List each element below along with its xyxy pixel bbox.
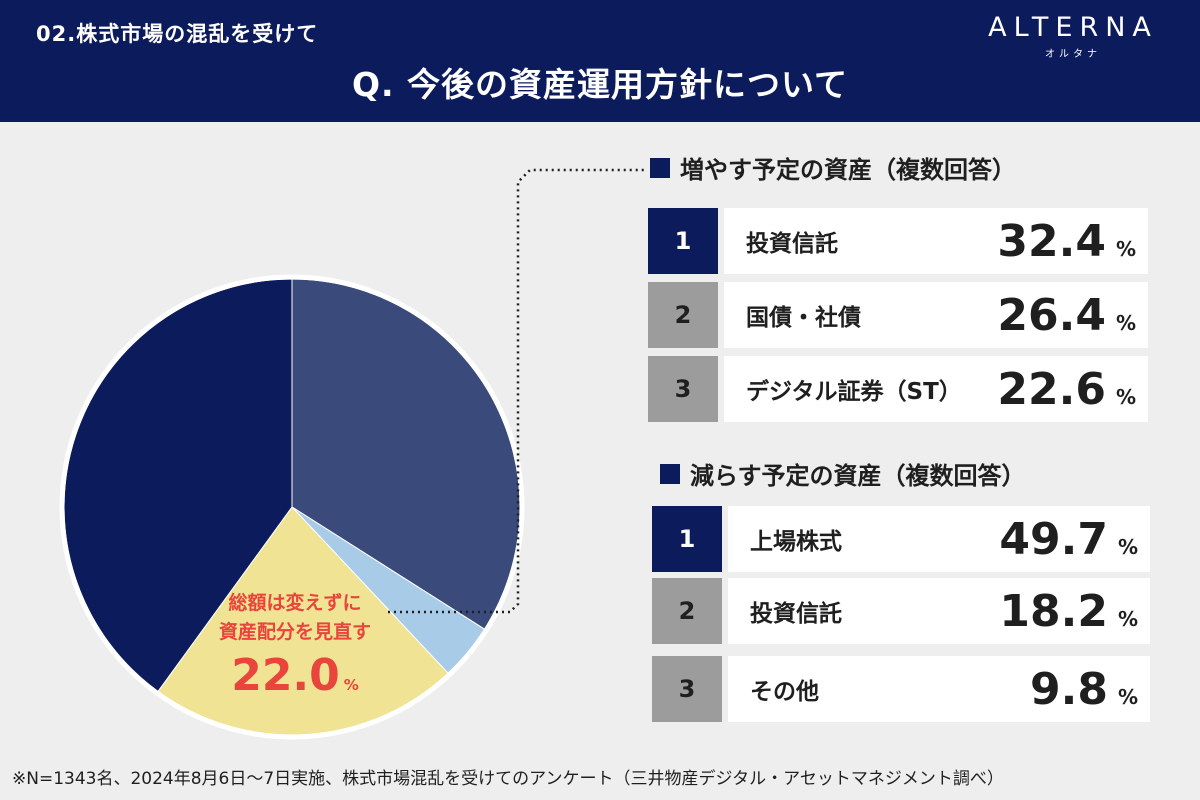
pie-annotation-unit: %	[343, 676, 359, 694]
title-square-icon	[650, 157, 670, 178]
pie-annotation-value: 22.0	[231, 650, 340, 701]
increase-title: 増やす予定の資産（複数回答）	[650, 150, 1016, 185]
item-value-group: 26.4%	[997, 290, 1136, 341]
section-label: 02.株式市場の混乱を受けて	[36, 22, 319, 46]
row-body: その他 9.8%	[728, 656, 1150, 722]
pie-slices	[59, 274, 525, 740]
row-body: 投資信託 32.4%	[724, 208, 1148, 274]
rank-badge: 1	[648, 208, 718, 274]
increase-row-1: 1 投資信託 32.4%	[648, 208, 1148, 274]
item-value: 22.6	[997, 363, 1106, 415]
logo-katakana: オルタナ	[1045, 49, 1101, 60]
decrease-title: 減らす予定の資産（複数回答）	[660, 456, 1026, 491]
rank-badge: 1	[652, 506, 722, 572]
row-body: 上場株式 49.7%	[728, 506, 1150, 572]
item-label: 投資信託	[750, 601, 842, 627]
row-body: 投資信託 18.2%	[728, 578, 1150, 644]
logo-wordmark: ALTERNA	[988, 12, 1158, 43]
item-value: 49.7	[999, 513, 1108, 565]
item-value-group: 22.6%	[997, 364, 1136, 415]
pie-chart	[59, 168, 645, 740]
item-label: その他	[750, 679, 819, 705]
pie-annotation-line2: 資産配分を見直す	[218, 621, 371, 643]
decrease-row-1: 1 上場株式 49.7%	[652, 506, 1150, 572]
pie-annotation-line1: 総額は変えずに	[228, 592, 362, 614]
increase-row-2: 2 国債・社債 26.4%	[648, 282, 1148, 348]
item-unit: %	[1115, 384, 1136, 409]
pie-annotation-value-group: 22.0%	[190, 650, 400, 701]
item-label: デジタル証券（ST）	[746, 379, 962, 405]
item-label: 上場株式	[750, 529, 842, 555]
item-value-group: 49.7%	[999, 514, 1138, 565]
item-label: 国債・社債	[746, 305, 861, 331]
item-value-group: 9.8%	[1030, 664, 1138, 715]
brand-logo: ALTERNA オルタナ	[968, 12, 1178, 60]
item-label: 投資信託	[746, 231, 838, 257]
rank-badge: 2	[648, 282, 718, 348]
title-square-icon	[660, 463, 680, 484]
item-unit: %	[1117, 684, 1138, 709]
item-value-group: 32.4%	[997, 216, 1136, 267]
item-unit: %	[1115, 310, 1136, 335]
item-unit: %	[1117, 606, 1138, 631]
item-unit: %	[1117, 534, 1138, 559]
increase-row-3: 3 デジタル証券（ST） 22.6%	[648, 356, 1148, 422]
decrease-title-text: 減らす予定の資産（複数回答）	[690, 462, 1026, 490]
item-value: 32.4	[997, 215, 1106, 267]
rank-badge: 3	[652, 656, 722, 722]
item-value-group: 18.2%	[999, 586, 1138, 637]
rank-badge: 2	[652, 578, 722, 644]
item-value: 18.2	[999, 585, 1108, 637]
item-unit: %	[1115, 236, 1136, 261]
row-body: デジタル証券（ST） 22.6%	[724, 356, 1148, 422]
rank-badge: 3	[648, 356, 718, 422]
item-value: 9.8	[1030, 663, 1108, 715]
page-title: Q. 今後の資産運用方針について	[351, 65, 849, 104]
footnote: ※N=1343名、2024年8月6日〜7日実施、株式市場混乱を受けてのアンケート…	[12, 769, 1004, 789]
decrease-row-2: 2 投資信託 18.2%	[652, 578, 1150, 644]
decrease-row-3: 3 その他 9.8%	[652, 656, 1150, 722]
header-banner: 02.株式市場の混乱を受けて Q. 今後の資産運用方針について ALTERNA …	[0, 0, 1200, 122]
increase-title-text: 増やす予定の資産（複数回答）	[680, 156, 1016, 184]
row-body: 国債・社債 26.4%	[724, 282, 1148, 348]
item-value: 26.4	[997, 289, 1106, 341]
pie-outline	[59, 274, 525, 740]
